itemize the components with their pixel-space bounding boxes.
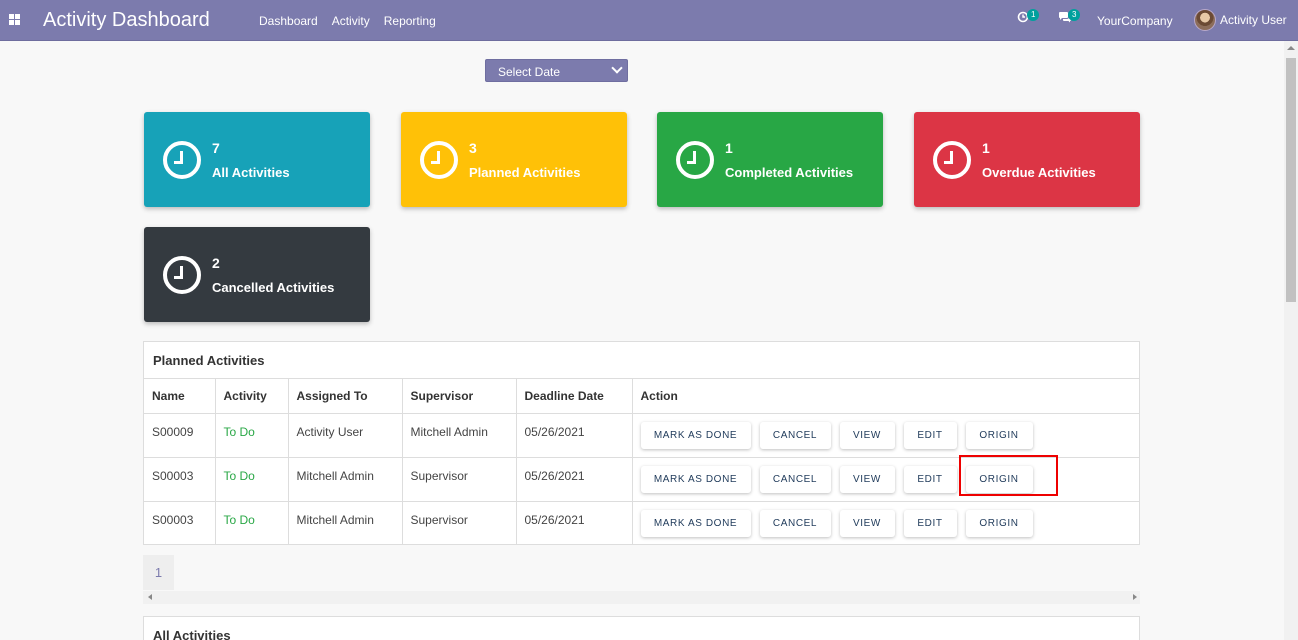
card-count: 1 [982, 140, 990, 156]
card-label: Planned Activities [469, 165, 581, 180]
cell-activity: To Do [215, 501, 289, 545]
select-date-dropdown[interactable]: Select Date [485, 59, 628, 82]
planned-activities-panel: Planned Activities Name Activity Assigne… [143, 341, 1140, 545]
cell-supervisor: Supervisor [402, 457, 517, 502]
user-name: Activity User [1220, 13, 1287, 27]
cell-activity: To Do [215, 413, 289, 458]
cell-name: S00003 [144, 501, 216, 545]
horizontal-scrollbar[interactable] [143, 591, 1140, 604]
menu-item-reporting[interactable]: Reporting [383, 14, 436, 28]
planned-activities-table: Name Activity Assigned To Supervisor Dea… [144, 379, 1139, 545]
cell-actions: MARK AS DONE CANCEL VIEW EDIT ORIGIN [632, 501, 1139, 545]
cell-assigned: Mitchell Admin [288, 501, 403, 545]
cell-actions: MARK AS DONE CANCEL VIEW EDIT ORIGIN [632, 413, 1139, 458]
card-all-activities[interactable]: 7 All Activities [144, 112, 370, 207]
card-planned-activities[interactable]: 3 Planned Activities [401, 112, 627, 207]
clock-icon [420, 141, 458, 179]
table-row: S00009 To Do Activity User Mitchell Admi… [144, 413, 1139, 458]
panel-title: All Activities [153, 628, 231, 640]
origin-button[interactable]: ORIGIN [965, 421, 1033, 449]
cell-deadline: 05/26/2021 [516, 501, 633, 545]
cancel-button[interactable]: CANCEL [759, 509, 831, 537]
apps-menu-icon[interactable] [9, 14, 20, 25]
scrollbar-thumb[interactable] [1286, 58, 1296, 302]
origin-button[interactable]: ORIGIN [965, 509, 1033, 537]
view-button[interactable]: VIEW [839, 465, 895, 493]
avatar [1194, 9, 1216, 31]
activity-notifications[interactable]: 1 [1017, 9, 1040, 26]
cancel-button[interactable]: CANCEL [759, 465, 831, 493]
card-cancelled-activities[interactable]: 2 Cancelled Activities [144, 227, 370, 322]
cell-name: S00003 [144, 457, 216, 502]
column-header: Action [632, 379, 1139, 414]
all-activities-panel: All Activities [143, 616, 1140, 640]
main-menu: Dashboard Activity Reporting [252, 14, 443, 28]
chevron-down-icon [611, 62, 623, 74]
card-count: 3 [469, 140, 477, 156]
cell-assigned: Mitchell Admin [288, 457, 403, 502]
cell-supervisor: Supervisor [402, 501, 517, 545]
messages-badge: 3 [1068, 9, 1081, 21]
card-count: 1 [725, 140, 733, 156]
clock-icon [676, 141, 714, 179]
column-header: Assigned To [288, 379, 403, 414]
card-label: Cancelled Activities [212, 280, 335, 295]
table-row: S00003 To Do Mitchell Admin Supervisor 0… [144, 501, 1139, 545]
mark-as-done-button[interactable]: MARK AS DONE [640, 421, 751, 449]
view-button[interactable]: VIEW [839, 421, 895, 449]
clock-icon [163, 256, 201, 294]
edit-button[interactable]: EDIT [903, 465, 957, 493]
cell-name: S00009 [144, 413, 216, 458]
cell-deadline: 05/26/2021 [516, 457, 633, 502]
card-count: 7 [212, 140, 220, 156]
column-header: Name [144, 379, 216, 414]
app-title: Activity Dashboard [43, 9, 210, 31]
card-label: All Activities [212, 165, 290, 180]
clock-icon [933, 141, 971, 179]
panel-title: Planned Activities [144, 342, 1139, 379]
card-label: Completed Activities [725, 165, 854, 180]
cell-actions: MARK AS DONE CANCEL VIEW EDIT ORIGIN [632, 457, 1139, 502]
origin-button[interactable]: ORIGIN [965, 465, 1033, 493]
column-header: Activity [215, 379, 289, 414]
select-date-label: Select Date [498, 65, 561, 79]
card-label: Overdue Activities [982, 165, 1096, 180]
mark-as-done-button[interactable]: MARK AS DONE [640, 509, 751, 537]
card-count: 2 [212, 255, 220, 271]
cell-supervisor: Mitchell Admin [402, 413, 517, 458]
messages-notifications[interactable]: 3 [1058, 9, 1081, 26]
menu-item-dashboard[interactable]: Dashboard [259, 14, 318, 28]
table-row: S00003 To Do Mitchell Admin Supervisor 0… [144, 457, 1139, 502]
cell-assigned: Activity User [288, 413, 403, 458]
scroll-left-icon[interactable] [148, 594, 152, 600]
origin-button-highlight [959, 455, 1058, 496]
mark-as-done-button[interactable]: MARK AS DONE [640, 465, 751, 493]
activity-badge: 1 [1027, 9, 1040, 21]
menu-item-activity[interactable]: Activity [331, 14, 370, 28]
view-button[interactable]: VIEW [839, 509, 895, 537]
scroll-right-icon[interactable] [1133, 594, 1137, 600]
column-header: Supervisor [402, 379, 517, 414]
scroll-up-icon[interactable] [1287, 46, 1295, 50]
cell-deadline: 05/26/2021 [516, 413, 633, 458]
clock-icon [163, 141, 201, 179]
pagination-page-1[interactable]: 1 [143, 555, 174, 590]
cancel-button[interactable]: CANCEL [759, 421, 831, 449]
column-header: Deadline Date [516, 379, 633, 414]
user-menu[interactable]: Activity User [1194, 9, 1287, 31]
cell-activity: To Do [215, 457, 289, 502]
card-completed-activities[interactable]: 1 Completed Activities [657, 112, 883, 207]
top-navbar: Activity Dashboard Dashboard Activity Re… [0, 0, 1298, 41]
vertical-scrollbar[interactable] [1284, 41, 1298, 640]
card-overdue-activities[interactable]: 1 Overdue Activities [914, 112, 1140, 207]
company-switcher[interactable]: YourCompany [1097, 14, 1173, 28]
edit-button[interactable]: EDIT [903, 421, 957, 449]
edit-button[interactable]: EDIT [903, 509, 957, 537]
